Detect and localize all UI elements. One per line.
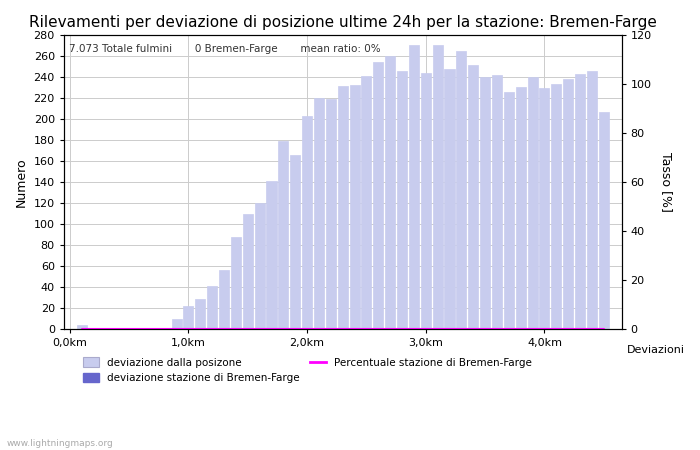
Bar [373, 62, 384, 328]
Bar [349, 85, 360, 328]
Text: Deviazioni: Deviazioni [627, 345, 685, 355]
Bar [492, 75, 502, 328]
Bar [587, 71, 597, 328]
Bar [504, 92, 514, 328]
Legend: deviazione dalla posizone, deviazione stazione di Bremen-Farge, Percentuale staz: deviazione dalla posizone, deviazione st… [80, 354, 536, 386]
Bar [76, 325, 87, 328]
Bar [598, 112, 609, 328]
Bar [516, 87, 526, 328]
Bar [219, 270, 229, 328]
Bar [314, 98, 324, 328]
Bar [195, 299, 205, 328]
Bar [409, 45, 419, 328]
Bar [528, 77, 538, 328]
Bar [361, 76, 372, 328]
Y-axis label: Tasso [%]: Tasso [%] [659, 152, 673, 212]
Bar [290, 155, 300, 328]
Text: www.lightningmaps.org: www.lightningmaps.org [7, 439, 113, 448]
Bar [172, 319, 181, 328]
Bar [337, 86, 348, 328]
Bar [433, 45, 442, 328]
Bar [255, 203, 265, 328]
Bar [207, 286, 217, 328]
Bar [552, 84, 561, 328]
Bar [267, 181, 276, 328]
Bar [444, 69, 454, 328]
Bar [243, 215, 253, 328]
Y-axis label: Numero: Numero [15, 157, 28, 207]
Bar [540, 88, 550, 328]
Bar [397, 71, 407, 328]
Bar [183, 306, 193, 328]
Bar [421, 73, 430, 328]
Bar [456, 51, 466, 328]
Bar [231, 238, 241, 328]
Bar [279, 141, 288, 328]
Bar [302, 116, 312, 328]
Bar [326, 99, 336, 328]
Bar [385, 56, 396, 328]
Bar [575, 74, 585, 328]
Bar [563, 79, 573, 328]
Title: Rilevamenti per deviazione di posizione ultime 24h per la stazione: Bremen-Farge: Rilevamenti per deviazione di posizione … [29, 15, 657, 30]
Text: 7.073 Totale fulmini       0 Bremen-Farge       mean ratio: 0%: 7.073 Totale fulmini 0 Bremen-Farge mean… [69, 44, 381, 54]
Bar [468, 65, 478, 328]
Bar [480, 77, 490, 328]
